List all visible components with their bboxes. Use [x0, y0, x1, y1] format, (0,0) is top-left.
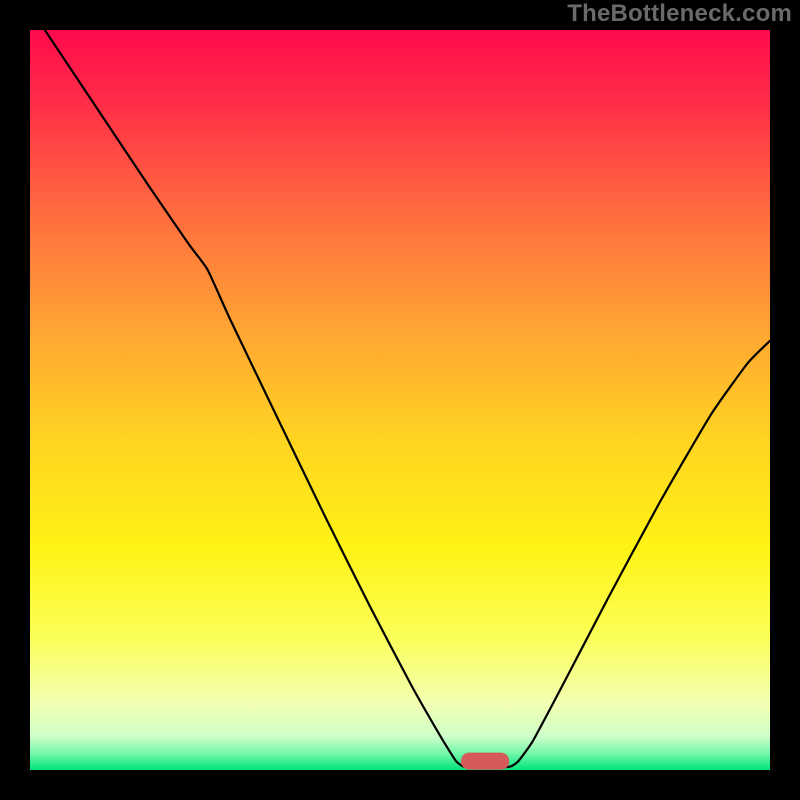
chart-svg [0, 0, 800, 800]
optimum-marker [461, 753, 509, 770]
chart-container: TheBottleneck.com [0, 0, 800, 800]
plot-area-gradient [30, 30, 770, 770]
watermark-text: TheBottleneck.com [567, 0, 792, 28]
